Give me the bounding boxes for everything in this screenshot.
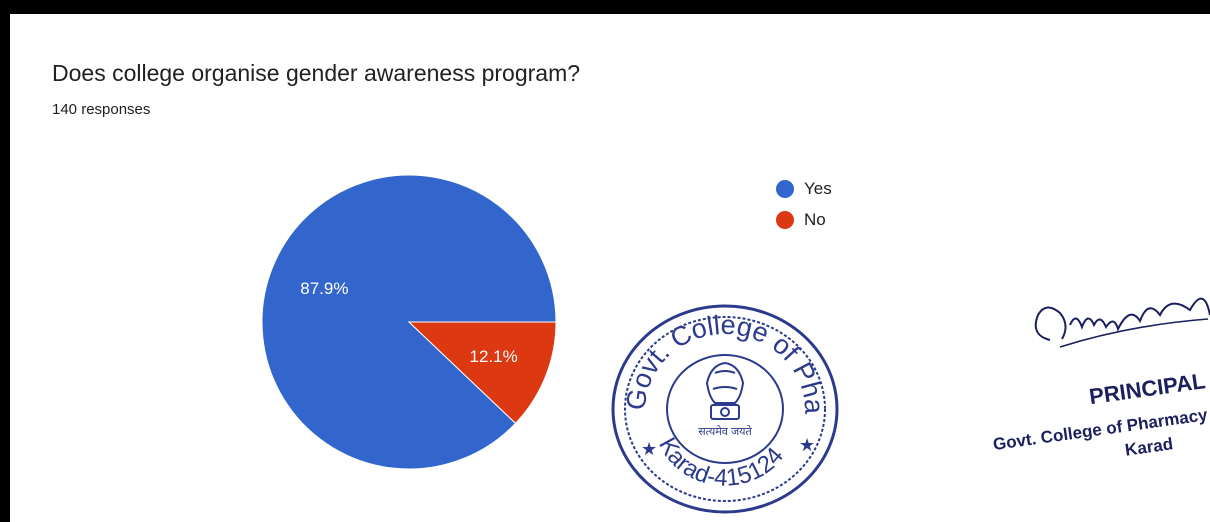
stamp-star-right: ★: [799, 435, 815, 455]
legend-label-no: No: [804, 209, 826, 229]
college-seal-stamp: Govt. College of Pharmacy Karad-415124 स…: [607, 293, 839, 514]
signature-city: Karad: [1124, 434, 1174, 460]
legend-item-no[interactable]: No: [776, 204, 832, 235]
principal-signature-block: PRINCIPAL Govt. College of Pharmacy Kara…: [992, 297, 1210, 460]
signature-institution: Govt. College of Pharmacy: [992, 405, 1209, 454]
stamp-star-left: ★: [641, 439, 657, 459]
response-count: 140 responses: [52, 101, 151, 118]
svg-text:Govt. College of Pharmacy: Govt. College of Pharmacy: [607, 293, 829, 416]
pie-slice-no[interactable]: [407, 321, 557, 425]
stamp-motto: सत्यमेव जयते: [698, 425, 752, 438]
legend-swatch-yes: [776, 179, 794, 198]
pie-label-yes: 87.9%: [300, 279, 348, 298]
signature-title: PRINCIPAL: [1088, 368, 1207, 409]
legend-item-yes[interactable]: Yes: [776, 173, 832, 204]
legend-label-yes: Yes: [804, 178, 832, 198]
chart-title: Does college organise gender awareness p…: [52, 60, 581, 86]
chart-legend: Yes No: [776, 173, 832, 235]
emblem-icon: [705, 361, 745, 420]
legend-swatch-no: [776, 210, 794, 229]
pie-label-no: 12.1%: [470, 347, 518, 366]
stamp-top-text: Govt. College of Pharmacy: [607, 293, 829, 416]
